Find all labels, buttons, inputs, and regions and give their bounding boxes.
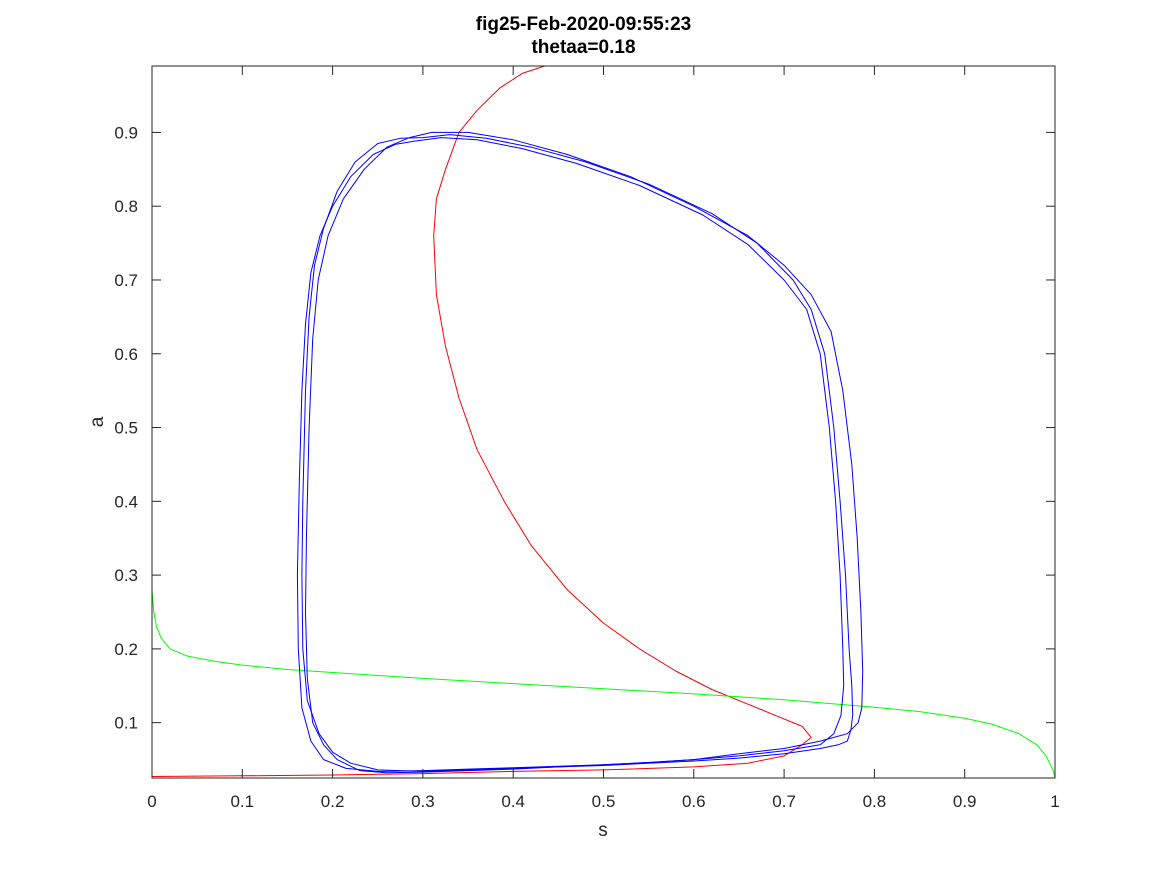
y-tick-label: 0.9: [114, 123, 138, 142]
x-tick-label: 0.9: [953, 792, 977, 811]
series-line-2: [151, 66, 1056, 779]
x-tick-label: 0: [147, 792, 156, 811]
y-tick-label: 0.4: [114, 492, 138, 511]
x-axis-label: s: [598, 820, 608, 841]
x-tick-label: 0.8: [863, 792, 887, 811]
series-layer: [151, 65, 1056, 779]
y-tick-label: 0.5: [114, 419, 138, 438]
y-tick-label: 0.3: [114, 566, 138, 585]
x-tick-label: 0.1: [230, 792, 254, 811]
chart-subtitle: thetaa=0.18: [531, 37, 636, 58]
x-tick-label: 0.3: [411, 792, 435, 811]
x-tick-label: 0.6: [682, 792, 706, 811]
chart-title: fig25-Feb-2020-09:55:23: [475, 14, 692, 35]
tick-layer: 0 0.1 0.2 0.3 0.4 0.5 0.6 0.7 0.8 0.9 1 0.1 0.2 0.3 0.…: [114, 66, 1060, 811]
y-tick-label: 0.2: [114, 640, 138, 659]
y-tick-label: 0.1: [114, 714, 138, 733]
series-line-4: [305, 131, 864, 774]
series-line-1: [151, 65, 812, 777]
series-line-3: [301, 134, 854, 772]
y-tick-label: 0.7: [114, 271, 138, 290]
y-axis-label: a: [87, 416, 108, 427]
series-line-5: [296, 137, 845, 772]
x-tick-label: 0.2: [321, 792, 345, 811]
y-tick-label: 0.8: [114, 197, 138, 216]
x-tick-label: 0.4: [501, 792, 525, 811]
x-tick-label: 1: [1050, 792, 1059, 811]
y-tick-label: 0.6: [114, 345, 138, 364]
x-tick-label: 0.7: [772, 792, 796, 811]
x-tick-label: 0.5: [592, 792, 616, 811]
